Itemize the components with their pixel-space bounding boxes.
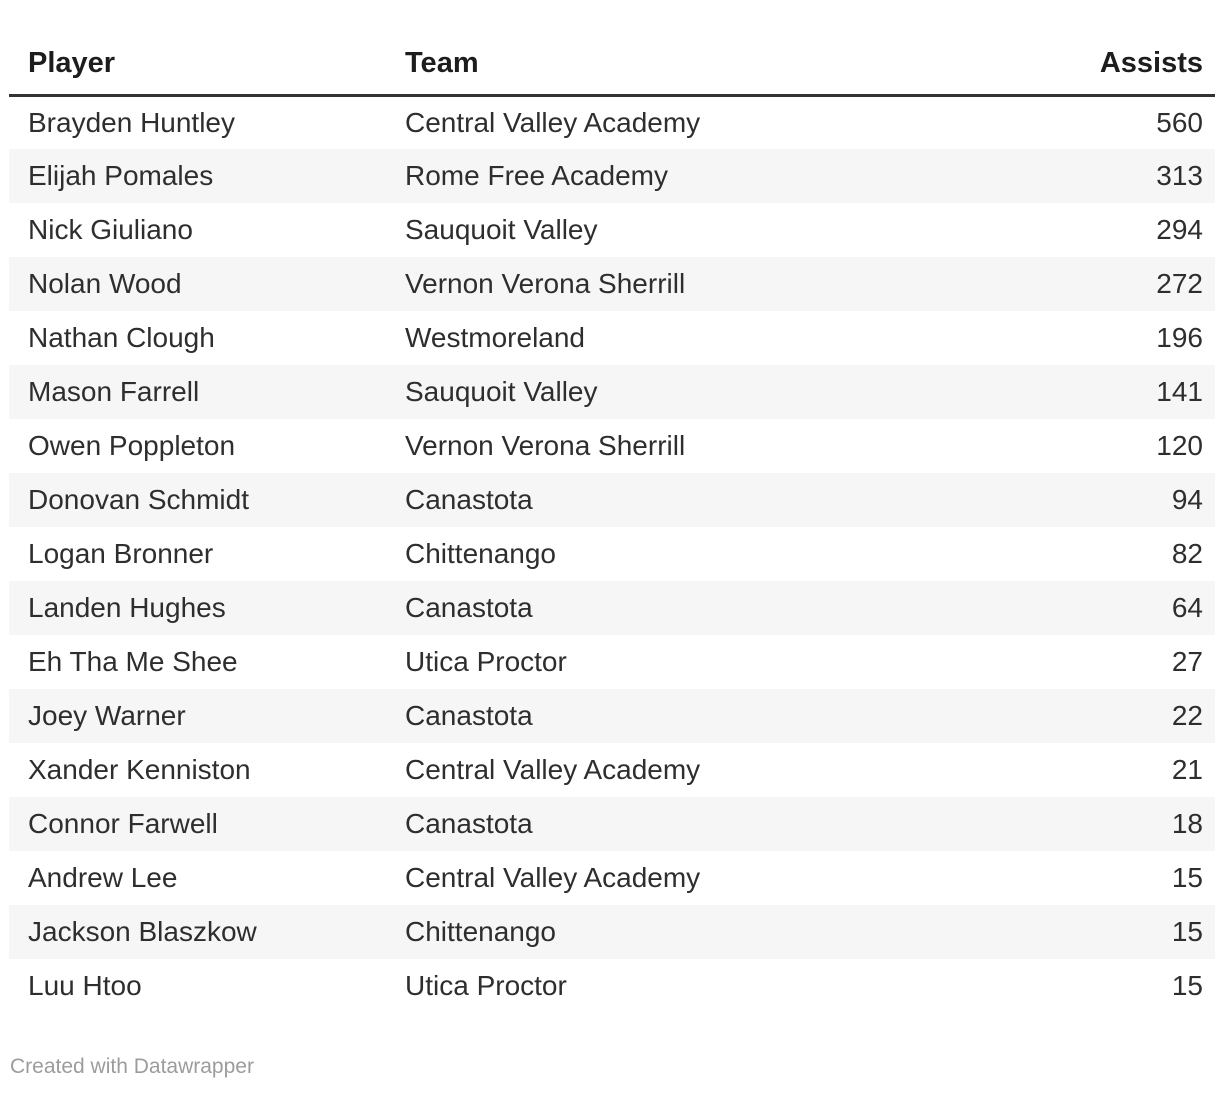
assists-cell: 272 bbox=[1015, 257, 1215, 311]
team-cell: Canastota bbox=[386, 581, 1015, 635]
assists-cell: 27 bbox=[1171, 646, 1203, 677]
player-cell: Logan Bronner bbox=[28, 538, 214, 569]
assists-cell: 313 bbox=[1015, 149, 1215, 203]
team-cell: Vernon Verona Sherrill bbox=[405, 430, 686, 461]
team-cell: Canastota bbox=[386, 797, 1015, 851]
team-cell: Westmoreland bbox=[405, 322, 586, 353]
player-cell: Nathan Clough bbox=[28, 322, 215, 353]
table-row: Elijah Pomales Rome Free Academy 313 bbox=[9, 149, 1215, 203]
team-cell: Chittenango bbox=[386, 905, 1015, 959]
team-cell: Central Valley Academy bbox=[405, 106, 701, 138]
table-body: Brayden Huntley Central Valley Academy 560… bbox=[9, 95, 1215, 1013]
assists-cell: 560 bbox=[1156, 106, 1203, 138]
team-cell: Canastota bbox=[386, 473, 1015, 527]
table-row: Andrew Lee Central Valley Academy 15 bbox=[9, 851, 1215, 905]
assists-cell: 120 bbox=[1156, 430, 1203, 461]
assists-cell: 94 bbox=[1015, 473, 1215, 527]
assists-cell: 82 bbox=[1171, 538, 1203, 569]
player-cell: Nolan Wood bbox=[9, 257, 386, 311]
assists-cell: 18 bbox=[1015, 797, 1215, 851]
player-cell: Xander Kenniston bbox=[28, 754, 251, 785]
table-row: Mason Farrell Sauquoit Valley 141 bbox=[9, 365, 1215, 419]
column-header-assists: Assists bbox=[1015, 34, 1215, 97]
table-row: Landen Hughes Canastota 64 bbox=[9, 581, 1215, 635]
table-header: Player Team Assists bbox=[9, 34, 1215, 97]
header-row: Player Team Assists bbox=[9, 34, 1215, 97]
assists-table: Player Team Assists Brayden Huntley Centr… bbox=[9, 34, 1215, 1013]
team-cell: Utica Proctor bbox=[405, 646, 567, 677]
team-cell: Rome Free Academy bbox=[386, 149, 1015, 203]
team-cell: Sauquoit Valley bbox=[405, 214, 598, 245]
assists-cell: 15 bbox=[1171, 862, 1203, 893]
table-row: Xander Kenniston Central Valley Academy 21 bbox=[9, 743, 1215, 797]
team-cell: Canastota bbox=[386, 689, 1015, 743]
assists-cell: 15 bbox=[1171, 970, 1203, 1001]
assists-cell: 21 bbox=[1171, 754, 1203, 785]
table-row: Donovan Schmidt Canastota 94 bbox=[9, 473, 1215, 527]
table-row: Joey Warner Canastota 22 bbox=[9, 689, 1215, 743]
table-row: Luu Htoo Utica Proctor 15 bbox=[9, 959, 1215, 1013]
assists-cell: 15 bbox=[1015, 905, 1215, 959]
table-row: Nolan Wood Vernon Verona Sherrill 272 bbox=[9, 257, 1215, 311]
player-cell: Connor Farwell bbox=[9, 797, 386, 851]
player-cell: Mason Farrell bbox=[9, 365, 386, 419]
table-row: Jackson Blaszkow Chittenango 15 bbox=[9, 905, 1215, 959]
team-cell: Vernon Verona Sherrill bbox=[386, 257, 1015, 311]
table-row: Nathan Clough Westmoreland 196 bbox=[9, 311, 1215, 365]
column-header-player: Player bbox=[9, 34, 386, 97]
player-cell: Owen Poppleton bbox=[28, 430, 236, 461]
table-row: Owen Poppleton Vernon Verona Sherrill 120 bbox=[9, 419, 1215, 473]
team-cell: Sauquoit Valley bbox=[386, 365, 1015, 419]
table-row: Brayden Huntley Central Valley Academy 560 bbox=[9, 95, 1215, 149]
assists-cell: 22 bbox=[1015, 689, 1215, 743]
column-header-team: Team bbox=[386, 34, 1015, 97]
table-row: Nick Giuliano Sauquoit Valley 294 bbox=[9, 203, 1215, 257]
assists-cell: 196 bbox=[1156, 322, 1203, 353]
team-cell: Central Valley Academy bbox=[405, 862, 701, 893]
attribution-text: Created with Datawrapper bbox=[10, 1055, 254, 1078]
player-cell: Andrew Lee bbox=[28, 862, 178, 893]
player-cell: Joey Warner bbox=[9, 689, 386, 743]
player-cell: Elijah Pomales bbox=[9, 149, 386, 203]
player-cell: Nick Giuliano bbox=[28, 214, 193, 245]
player-cell: Eh Tha Me Shee bbox=[28, 646, 238, 677]
assists-cell: 141 bbox=[1015, 365, 1215, 419]
player-cell: Brayden Huntley bbox=[28, 106, 236, 138]
player-cell: Landen Hughes bbox=[9, 581, 386, 635]
table-row: Logan Bronner Chittenango 82 bbox=[9, 527, 1215, 581]
assists-cell: 64 bbox=[1015, 581, 1215, 635]
table-row: Connor Farwell Canastota 18 bbox=[9, 797, 1215, 851]
team-cell: Chittenango bbox=[405, 538, 557, 569]
team-cell: Utica Proctor bbox=[405, 970, 567, 1001]
team-cell: Central Valley Academy bbox=[405, 754, 701, 785]
assists-cell: 294 bbox=[1156, 214, 1203, 245]
player-cell: Donovan Schmidt bbox=[9, 473, 386, 527]
player-cell: Luu Htoo bbox=[28, 970, 142, 1001]
table-row: Eh Tha Me Shee Utica Proctor 27 bbox=[9, 635, 1215, 689]
player-cell: Jackson Blaszkow bbox=[9, 905, 386, 959]
